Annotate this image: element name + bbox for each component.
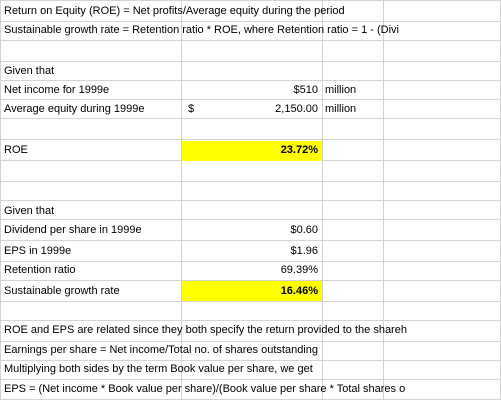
dps-label[interactable]: Dividend per share in 1999e <box>4 224 142 236</box>
sgr-highlight <box>182 281 322 301</box>
given-label-1[interactable]: Given that <box>4 65 55 77</box>
retention-value[interactable]: 69.39% <box>280 264 318 276</box>
sgr-formula-cell[interactable]: Sustainable growth rate = Retention rati… <box>4 24 399 36</box>
sgr-value[interactable]: 16.46% <box>280 285 318 297</box>
net-income-label[interactable]: Net income for 1999e <box>4 84 110 96</box>
net-income-unit[interactable]: million <box>325 84 357 96</box>
roe-formula-cell[interactable]: Return on Equity (ROE) = Net profits/Ave… <box>4 5 345 17</box>
avg-equity-unit[interactable]: million <box>325 103 357 115</box>
roe-value[interactable]: 23.72% <box>280 144 318 156</box>
avg-equity-currency[interactable]: $ <box>188 103 195 115</box>
given-label-2[interactable]: Given that <box>4 205 55 217</box>
note-line-1[interactable]: ROE and EPS are related since they both … <box>4 324 407 336</box>
note-line-2[interactable]: Earnings per share = Net income/Total no… <box>4 344 318 356</box>
avg-equity-value[interactable]: 2,150.00 <box>275 103 318 115</box>
roe-label[interactable]: ROE <box>4 144 28 156</box>
net-income-value[interactable]: $510 <box>293 84 318 96</box>
note-line-3[interactable]: Multiplying both sides by the term Book … <box>4 363 313 375</box>
sgr-label[interactable]: Sustainable growth rate <box>4 285 120 297</box>
eps-value[interactable]: $1.96 <box>290 245 318 257</box>
note-line-4[interactable]: EPS = (Net income * Book value per share… <box>4 383 406 395</box>
eps-label[interactable]: EPS in 1999e <box>4 245 72 257</box>
avg-equity-label[interactable]: Average equity during 1999e <box>4 103 145 115</box>
retention-label[interactable]: Retention ratio <box>4 264 76 276</box>
dps-value[interactable]: $0.60 <box>290 224 318 236</box>
roe-highlight <box>182 141 322 161</box>
